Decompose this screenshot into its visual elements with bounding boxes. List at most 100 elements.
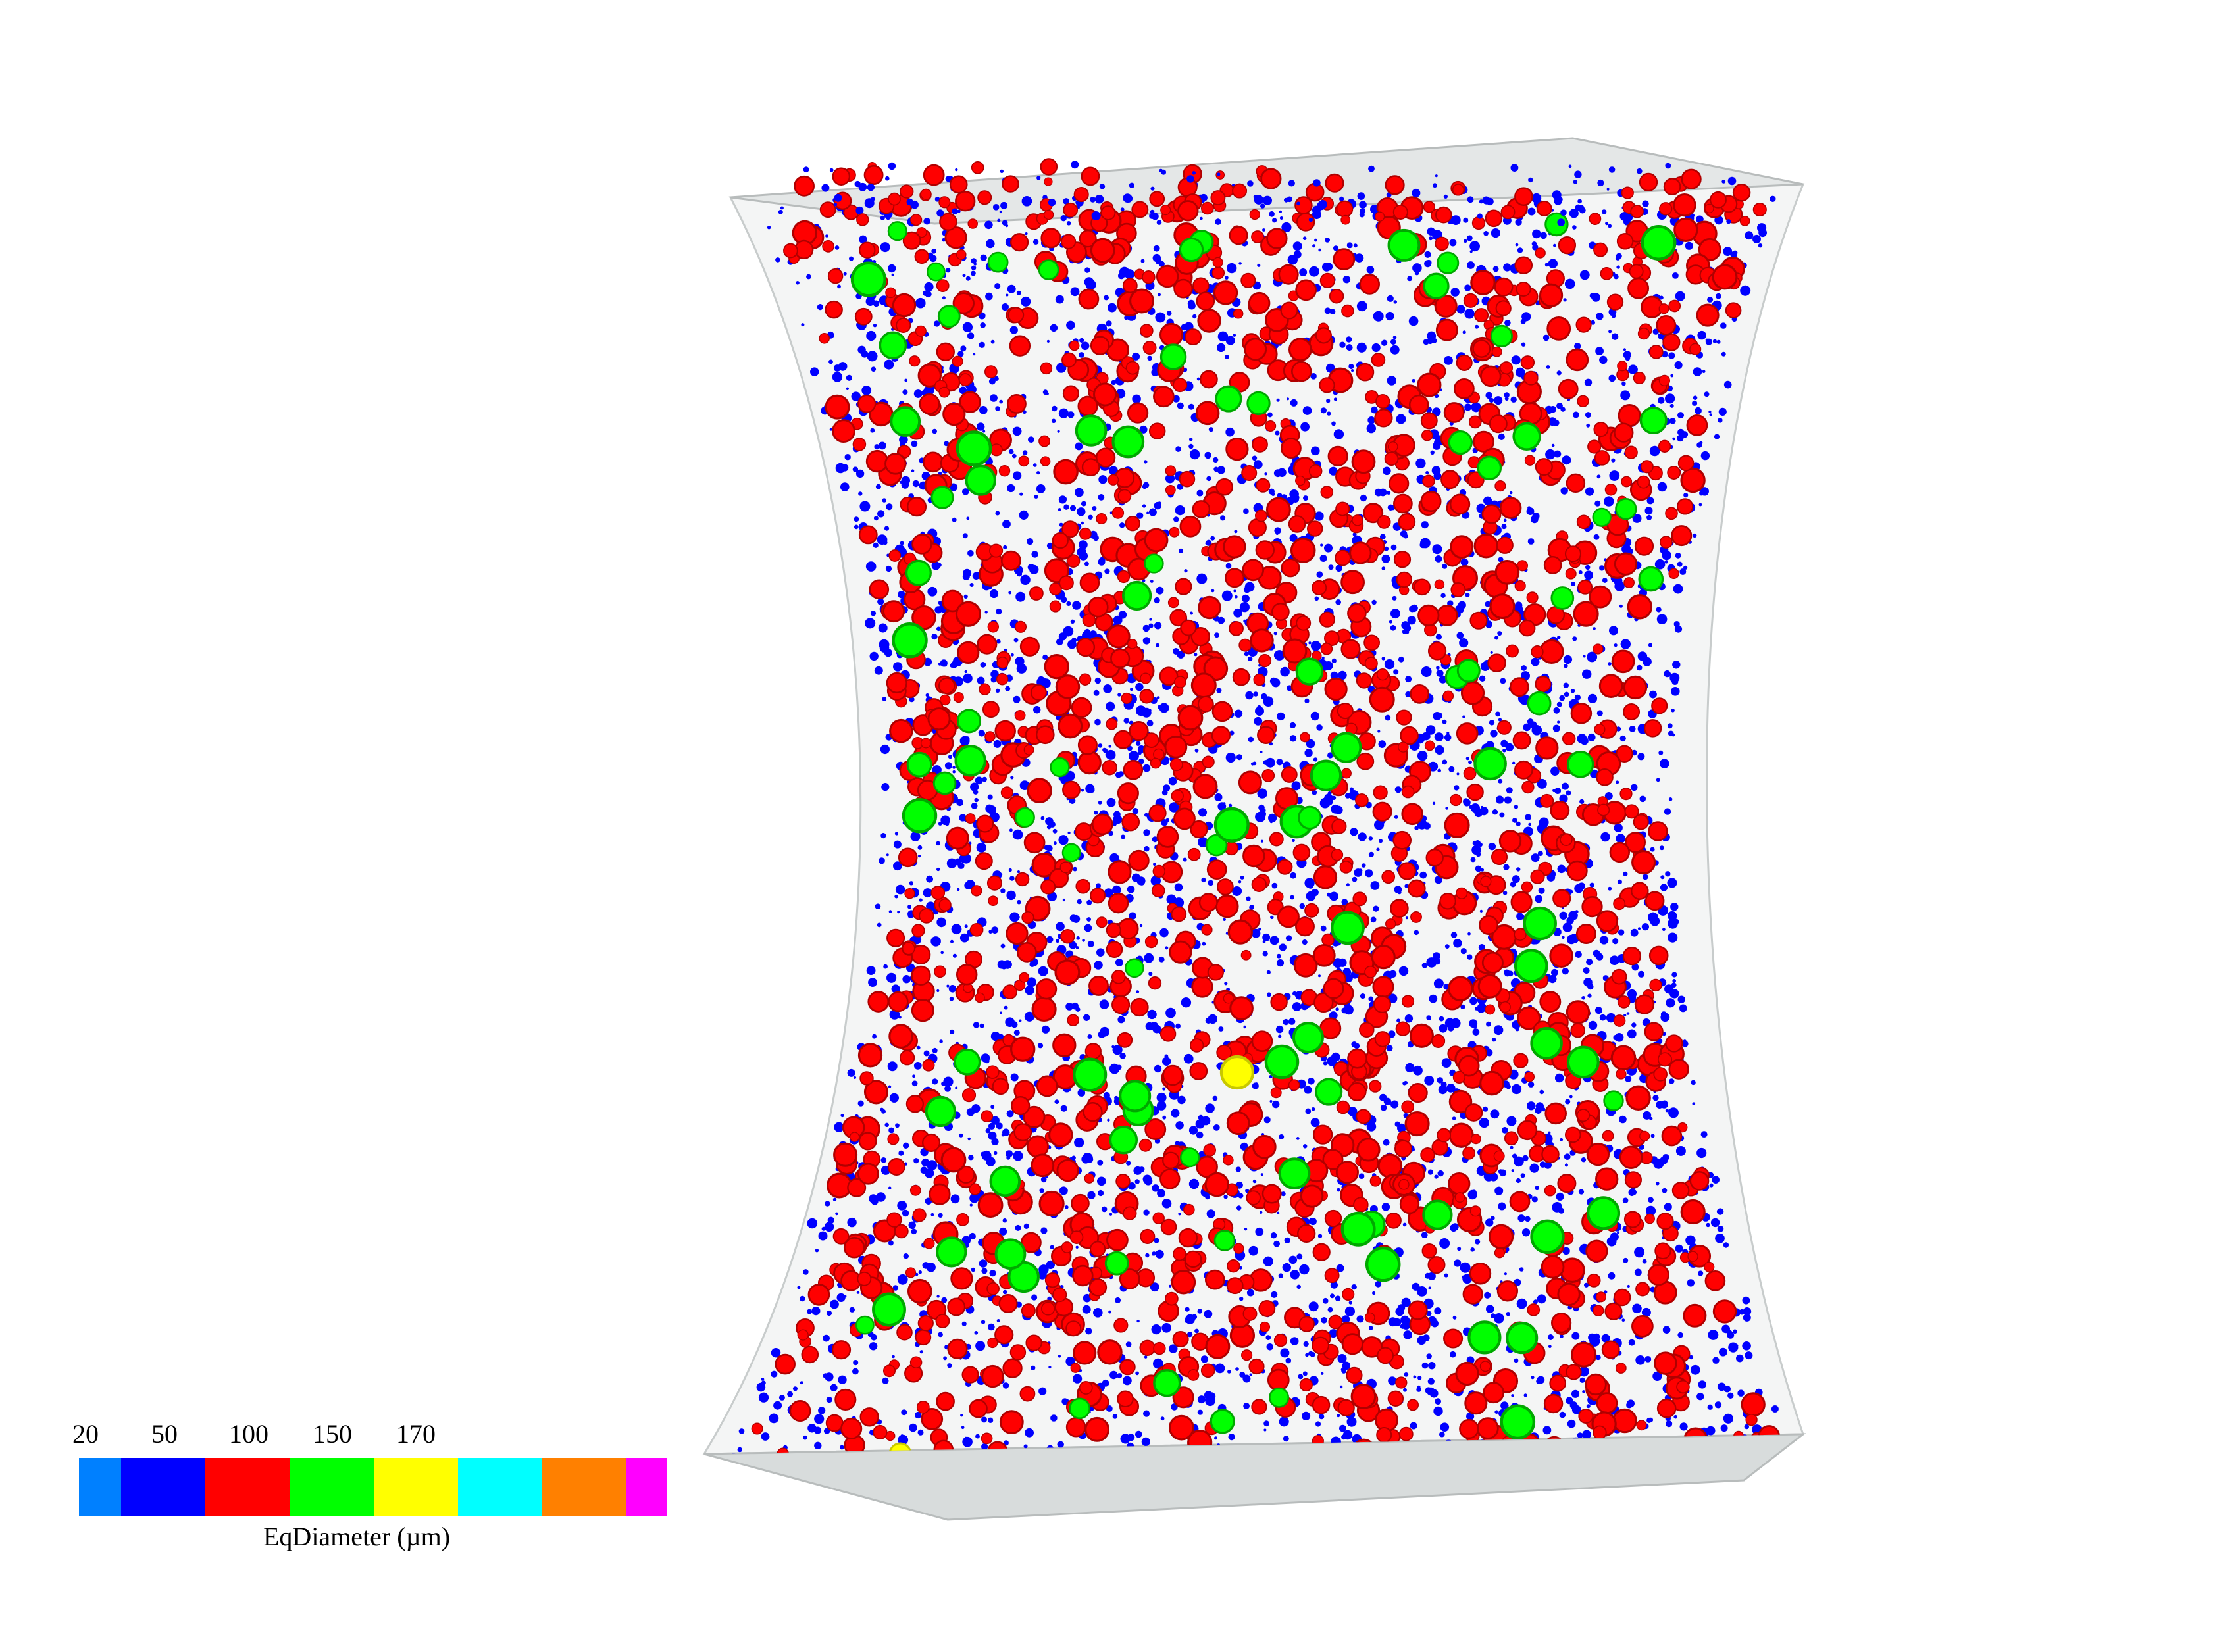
pore-particle [1506,1116,1517,1126]
pore-particle [1393,300,1397,304]
pore-particle [1552,419,1560,426]
pore-particle [1368,996,1374,1002]
pore-particle [1417,751,1428,761]
pore-particle [1255,1227,1264,1236]
pore-particle [1551,968,1558,976]
pore-particle [963,568,972,578]
pore-particle [1314,238,1317,242]
pore-particle [1668,1107,1679,1118]
pore-particle [1102,747,1107,752]
pore-particle [1611,968,1627,985]
pore-particle [1614,823,1623,833]
pore-particle [1444,1273,1448,1278]
pore-particle [987,794,993,800]
pore-particle [1363,634,1381,651]
pore-particle [1322,1297,1329,1304]
pore-particle [991,926,999,934]
pore-particle [1268,488,1275,495]
pore-particle [1466,235,1473,241]
pore-particle [1331,658,1337,664]
pore-particle [1623,1014,1627,1017]
pore-particle [1002,1218,1007,1223]
pore-particle [1608,374,1616,382]
pore-particle [1302,1371,1308,1376]
pore-particle [919,303,923,307]
pore-particle [1674,625,1683,633]
pore-particle [1346,336,1352,343]
pore-particle [1398,862,1416,880]
pore-particle [1671,687,1680,696]
pore-particle [1545,449,1556,460]
pore-particle [1668,797,1673,801]
pore-particle [877,598,884,605]
pore-particle [1330,1281,1338,1289]
pore-particle [1023,1444,1028,1449]
pore-particle [1238,770,1262,795]
pore-particle [1311,1107,1315,1111]
pore-particle [1665,393,1675,404]
pore-particle [1477,1005,1485,1013]
pore-particle [1437,1077,1444,1084]
pore-particle [940,815,950,826]
pore-particle [971,1267,976,1272]
pore-particle [1424,251,1431,258]
pore-particle [974,1331,979,1335]
pore-particle [1329,466,1338,476]
pore-particle [792,1386,798,1391]
pore-particle [1121,834,1126,839]
pore-particle [1671,972,1677,978]
pore-particle [854,516,859,522]
pore-particle [1008,591,1012,595]
pore-particle [1169,802,1179,813]
pore-particle [1049,600,1061,613]
pore-particle [1089,788,1095,793]
pore-particle [1435,634,1442,640]
pore-particle [1413,1065,1423,1076]
pore-particle [1167,597,1179,609]
pore-particle [1341,899,1348,906]
pore-particle [1215,1363,1225,1374]
pore-particle [1246,1190,1261,1205]
pore-particle [1050,1245,1055,1250]
pore-particle [1008,868,1012,872]
pore-particle [1535,736,1559,760]
pore-particle [1428,1362,1436,1370]
pore-particle [1577,1432,1583,1439]
pore-particle [1028,436,1034,443]
pore-particle [1563,682,1569,688]
pore-particle [1512,761,1516,765]
pore-particle [1500,678,1506,684]
pore-particle [1263,1428,1267,1432]
pore-particle [1449,239,1457,247]
pore-particle [756,1382,766,1392]
pore-particle [869,651,879,661]
pore-particle [1528,822,1531,826]
pore-particle [938,822,942,826]
pore-particle [1225,276,1229,280]
pore-particle [909,1423,917,1432]
pore-particle [1535,247,1546,259]
pore-particle [1668,568,1679,579]
pore-particle [1608,662,1612,666]
pore-particle [1198,808,1208,817]
pore-particle [1276,959,1285,967]
pore-particle [938,662,942,666]
pore-particle [1117,1032,1133,1048]
pore-particle [1354,253,1364,263]
pore-particle [1416,1286,1427,1297]
pore-particle [1166,311,1172,316]
pore-particle [1325,238,1330,243]
pore-particle [1425,471,1429,474]
pore-particle [969,922,984,937]
pore-particle [787,1391,793,1397]
pore-particle [856,1291,860,1294]
pore-particle [906,497,927,517]
pore-particle [1593,242,1608,257]
pore-particle [959,933,969,943]
pore-particle [905,1267,917,1278]
pore-particle [1040,228,1061,249]
pore-particle [1229,226,1248,245]
pore-particle [1136,1319,1140,1323]
pore-particle [1279,1134,1285,1139]
pore-particle [989,589,999,599]
